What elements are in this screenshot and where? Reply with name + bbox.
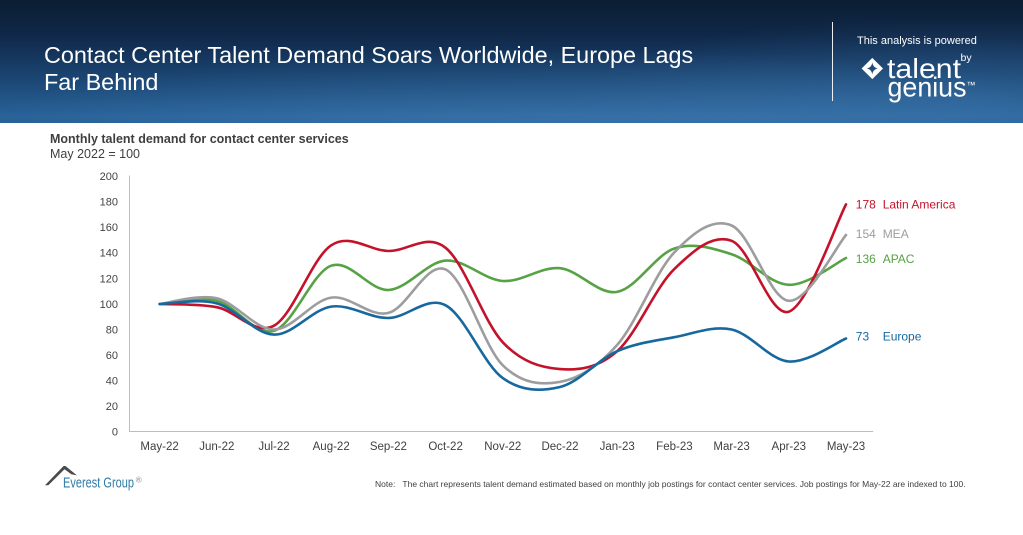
- svg-text:180: 180: [100, 197, 118, 209]
- svg-text:140: 140: [100, 248, 118, 260]
- svg-text:Latin America: Latin America: [883, 198, 956, 212]
- svg-text:Mar-23: Mar-23: [713, 441, 749, 453]
- svg-text:Oct-22: Oct-22: [428, 441, 463, 453]
- svg-text:May-22: May-22: [140, 441, 178, 453]
- svg-text:™: ™: [967, 80, 976, 90]
- svg-text:Sep-22: Sep-22: [370, 441, 407, 453]
- svg-text:genius: genius: [888, 72, 967, 103]
- svg-text:Jun-22: Jun-22: [199, 441, 234, 453]
- svg-text:154: 154: [856, 227, 876, 241]
- svg-text:Europe: Europe: [883, 330, 922, 344]
- svg-text:73: 73: [856, 330, 870, 344]
- svg-text:0: 0: [112, 427, 118, 439]
- svg-text:APAC: APAC: [883, 252, 915, 266]
- svg-text:Everest Group: Everest Group: [63, 475, 134, 492]
- svg-text:200: 200: [100, 171, 118, 183]
- svg-text:Feb-23: Feb-23: [656, 441, 692, 453]
- svg-text:Nov-22: Nov-22: [484, 441, 521, 453]
- svg-text:Apr-23: Apr-23: [772, 441, 807, 453]
- svg-text:MEA: MEA: [883, 227, 909, 241]
- svg-text:Dec-22: Dec-22: [541, 441, 578, 453]
- svg-text:100: 100: [100, 299, 118, 311]
- svg-text:Aug-22: Aug-22: [313, 441, 350, 453]
- svg-text:talent: talent: [887, 53, 961, 84]
- svg-text:120: 120: [100, 273, 118, 285]
- svg-text:80: 80: [106, 324, 118, 336]
- svg-text:May-23: May-23: [827, 441, 865, 453]
- svg-text:160: 160: [100, 222, 118, 234]
- svg-text:178: 178: [856, 198, 876, 212]
- svg-text:40: 40: [106, 375, 118, 387]
- svg-text:®: ®: [136, 476, 142, 485]
- svg-text:60: 60: [106, 350, 118, 362]
- svg-text:20: 20: [106, 401, 118, 413]
- svg-text:136: 136: [856, 252, 876, 266]
- svg-text:Jul-22: Jul-22: [258, 441, 289, 453]
- svg-text:Jan-23: Jan-23: [600, 441, 635, 453]
